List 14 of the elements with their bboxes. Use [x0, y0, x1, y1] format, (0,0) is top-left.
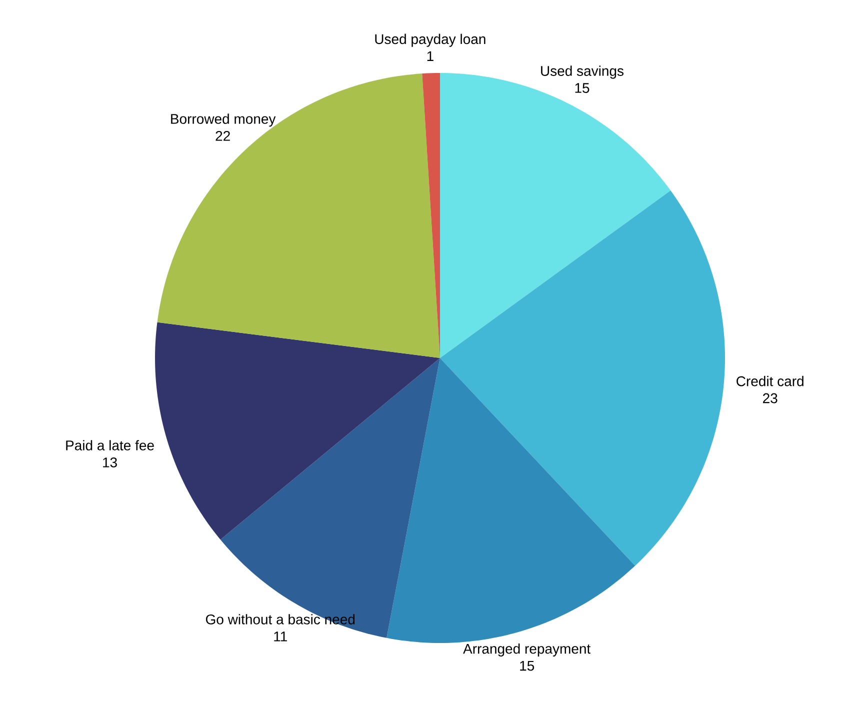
data-label: 13	[103, 457, 117, 468]
data-label: 15	[520, 660, 534, 671]
data-label: 23	[763, 393, 778, 404]
slice-label: Used savings	[541, 66, 624, 79]
data-label: 22	[216, 130, 230, 141]
data-label: 1	[427, 51, 434, 61]
slice-label: Credit card	[736, 376, 804, 386]
slice-label: Arranged repayment	[463, 643, 591, 657]
slice-label: Borrowed money	[171, 114, 276, 127]
data-label: 11	[274, 632, 287, 642]
slice-label: Go without a basic need	[206, 614, 355, 624]
slice-label: Used payday loan	[375, 34, 486, 47]
data-label: 15	[575, 83, 590, 93]
slice-label: Paid a late fee	[66, 440, 154, 450]
